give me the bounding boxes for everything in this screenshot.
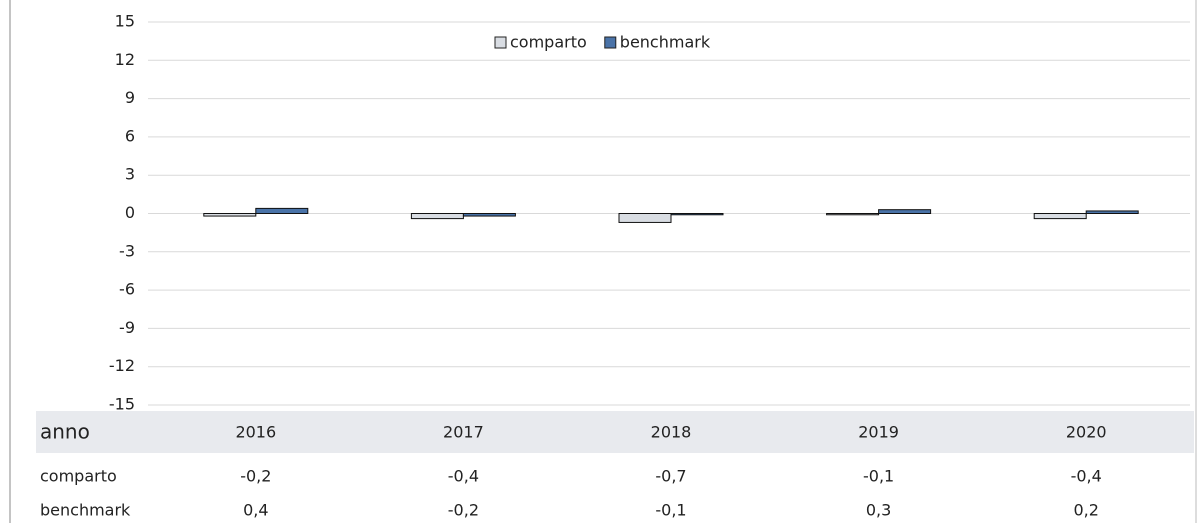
table-value: 0,4 <box>243 501 268 520</box>
bar <box>203 213 257 217</box>
y-tick-label: -15 <box>109 395 135 414</box>
table-value: -0,1 <box>863 467 894 486</box>
y-tick-label: -3 <box>119 241 135 260</box>
table-row-label: benchmark <box>40 501 131 520</box>
legend-label: comparto <box>510 33 587 52</box>
table-value: -0,4 <box>448 467 479 486</box>
bar <box>1033 213 1087 220</box>
table-value: -0,4 <box>1071 467 1102 486</box>
table-header-label: anno <box>40 420 90 444</box>
table-year: 2017 <box>443 423 484 442</box>
y-tick-label: 12 <box>115 50 135 69</box>
y-tick-label: 0 <box>125 203 135 222</box>
bar <box>1085 210 1139 215</box>
y-tick-label: 9 <box>125 88 135 107</box>
legend-swatch <box>494 36 507 49</box>
bar <box>410 213 464 220</box>
table-value: -0,2 <box>240 467 271 486</box>
table-value: 0,2 <box>1073 501 1098 520</box>
y-tick-label: 6 <box>125 126 135 145</box>
legend-label: benchmark <box>620 33 711 52</box>
bar <box>826 213 880 216</box>
bar <box>670 213 724 216</box>
bar <box>618 213 672 223</box>
bar <box>255 207 309 214</box>
table-year: 2020 <box>1066 423 1107 442</box>
table-year: 2018 <box>651 423 692 442</box>
table-row-label: comparto <box>40 467 117 486</box>
table-value: -0,1 <box>655 501 686 520</box>
table-value: -0,7 <box>655 467 686 486</box>
y-tick-label: -6 <box>119 280 135 299</box>
table-year: 2016 <box>235 423 276 442</box>
bar <box>462 213 516 217</box>
table-value: 0,3 <box>866 501 891 520</box>
legend-swatch <box>604 36 617 49</box>
y-tick-label: 3 <box>125 165 135 184</box>
y-tick-label: -12 <box>109 356 135 375</box>
bar <box>878 209 932 214</box>
table-header-band <box>36 411 1194 453</box>
table-value: -0,2 <box>448 501 479 520</box>
table-year: 2019 <box>858 423 899 442</box>
y-tick-label: 15 <box>115 12 135 31</box>
y-tick-label: -9 <box>119 318 135 337</box>
